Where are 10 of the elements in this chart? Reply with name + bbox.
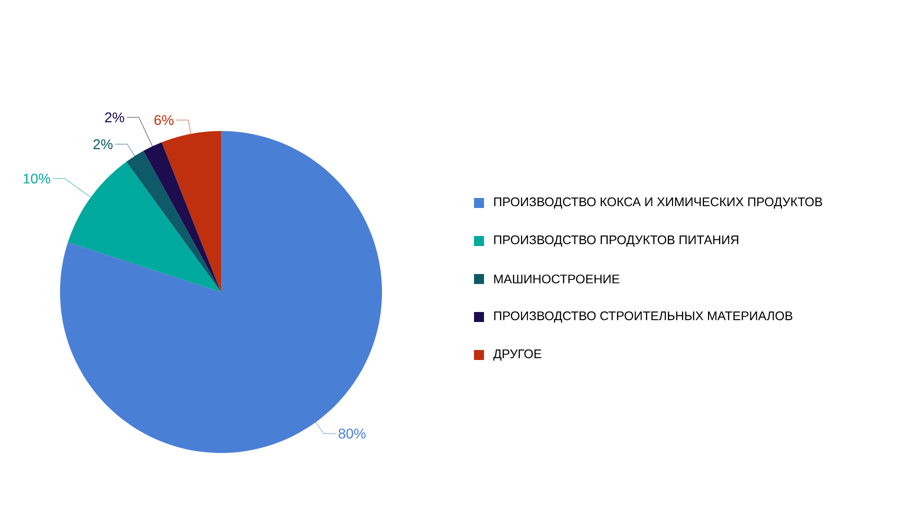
legend-label: ПРОИЗВОДСТВО СТРОИТЕЛЬНЫХ МАТЕРИАЛОВ [494, 311, 792, 323]
legend-label: ДРУГОЕ [493, 349, 542, 361]
legend-label: ПРОИЗВОДСТВО КОКСА И ХИМИЧЕСКИХ ПРОДУКТОВ [494, 197, 822, 209]
data-label: 6% [154, 115, 174, 126]
legend-label: ПРОИЗВОДСТВО ПРОДУКТОВ ПИТАНИЯ [494, 235, 738, 247]
data-label: 2% [94, 139, 113, 150]
data-label: 10% [24, 174, 50, 184]
legend-label: МАШИНОСТРОЕНИЕ [494, 274, 620, 284]
data-label: 80% [338, 428, 366, 439]
data-label: 2% [105, 112, 124, 122]
